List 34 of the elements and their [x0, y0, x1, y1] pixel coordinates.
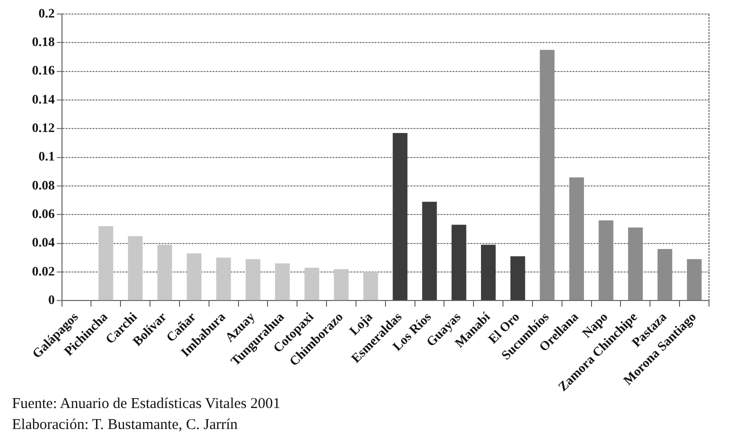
- bar: [510, 256, 526, 300]
- y-tick-label: 0.1: [38, 148, 55, 164]
- bar: [569, 177, 584, 300]
- bar: [304, 268, 320, 300]
- bar: [540, 50, 555, 300]
- bar: [216, 258, 231, 300]
- bar: [598, 220, 614, 300]
- y-tick-label: 0.14: [32, 91, 56, 106]
- bar: [363, 272, 378, 300]
- bar: [334, 269, 349, 300]
- y-tick-label: 0.06: [32, 206, 56, 222]
- bar: [275, 263, 290, 300]
- bar: [246, 259, 260, 300]
- y-tick-label: 0.16: [32, 62, 56, 78]
- y-tick-label: 0: [48, 292, 55, 308]
- bar: [157, 244, 172, 300]
- y-tick-label: 0.18: [32, 34, 56, 50]
- bar: [452, 224, 466, 300]
- bar: [98, 226, 114, 300]
- source-note: Fuente: Anuario de Estadísticas Vitales 2001: [12, 395, 280, 414]
- bar: [658, 249, 672, 300]
- y-tick-label: 0.02: [32, 263, 55, 278]
- text: Elaboración: T. Bustamante, C. Jarrín: [12, 416, 239, 435]
- bar: [392, 132, 408, 300]
- bar: [628, 228, 643, 300]
- y-tick-label: 0.04: [32, 234, 56, 250]
- bar: [422, 202, 437, 300]
- bar: [686, 259, 702, 300]
- bar: [128, 236, 143, 300]
- bar: [186, 253, 202, 300]
- y-tick-label: 0.2: [38, 5, 55, 20]
- y-tick-label: 0.12: [32, 120, 55, 136]
- bar: [480, 244, 496, 300]
- y-tick-label: 0.08: [32, 177, 56, 192]
